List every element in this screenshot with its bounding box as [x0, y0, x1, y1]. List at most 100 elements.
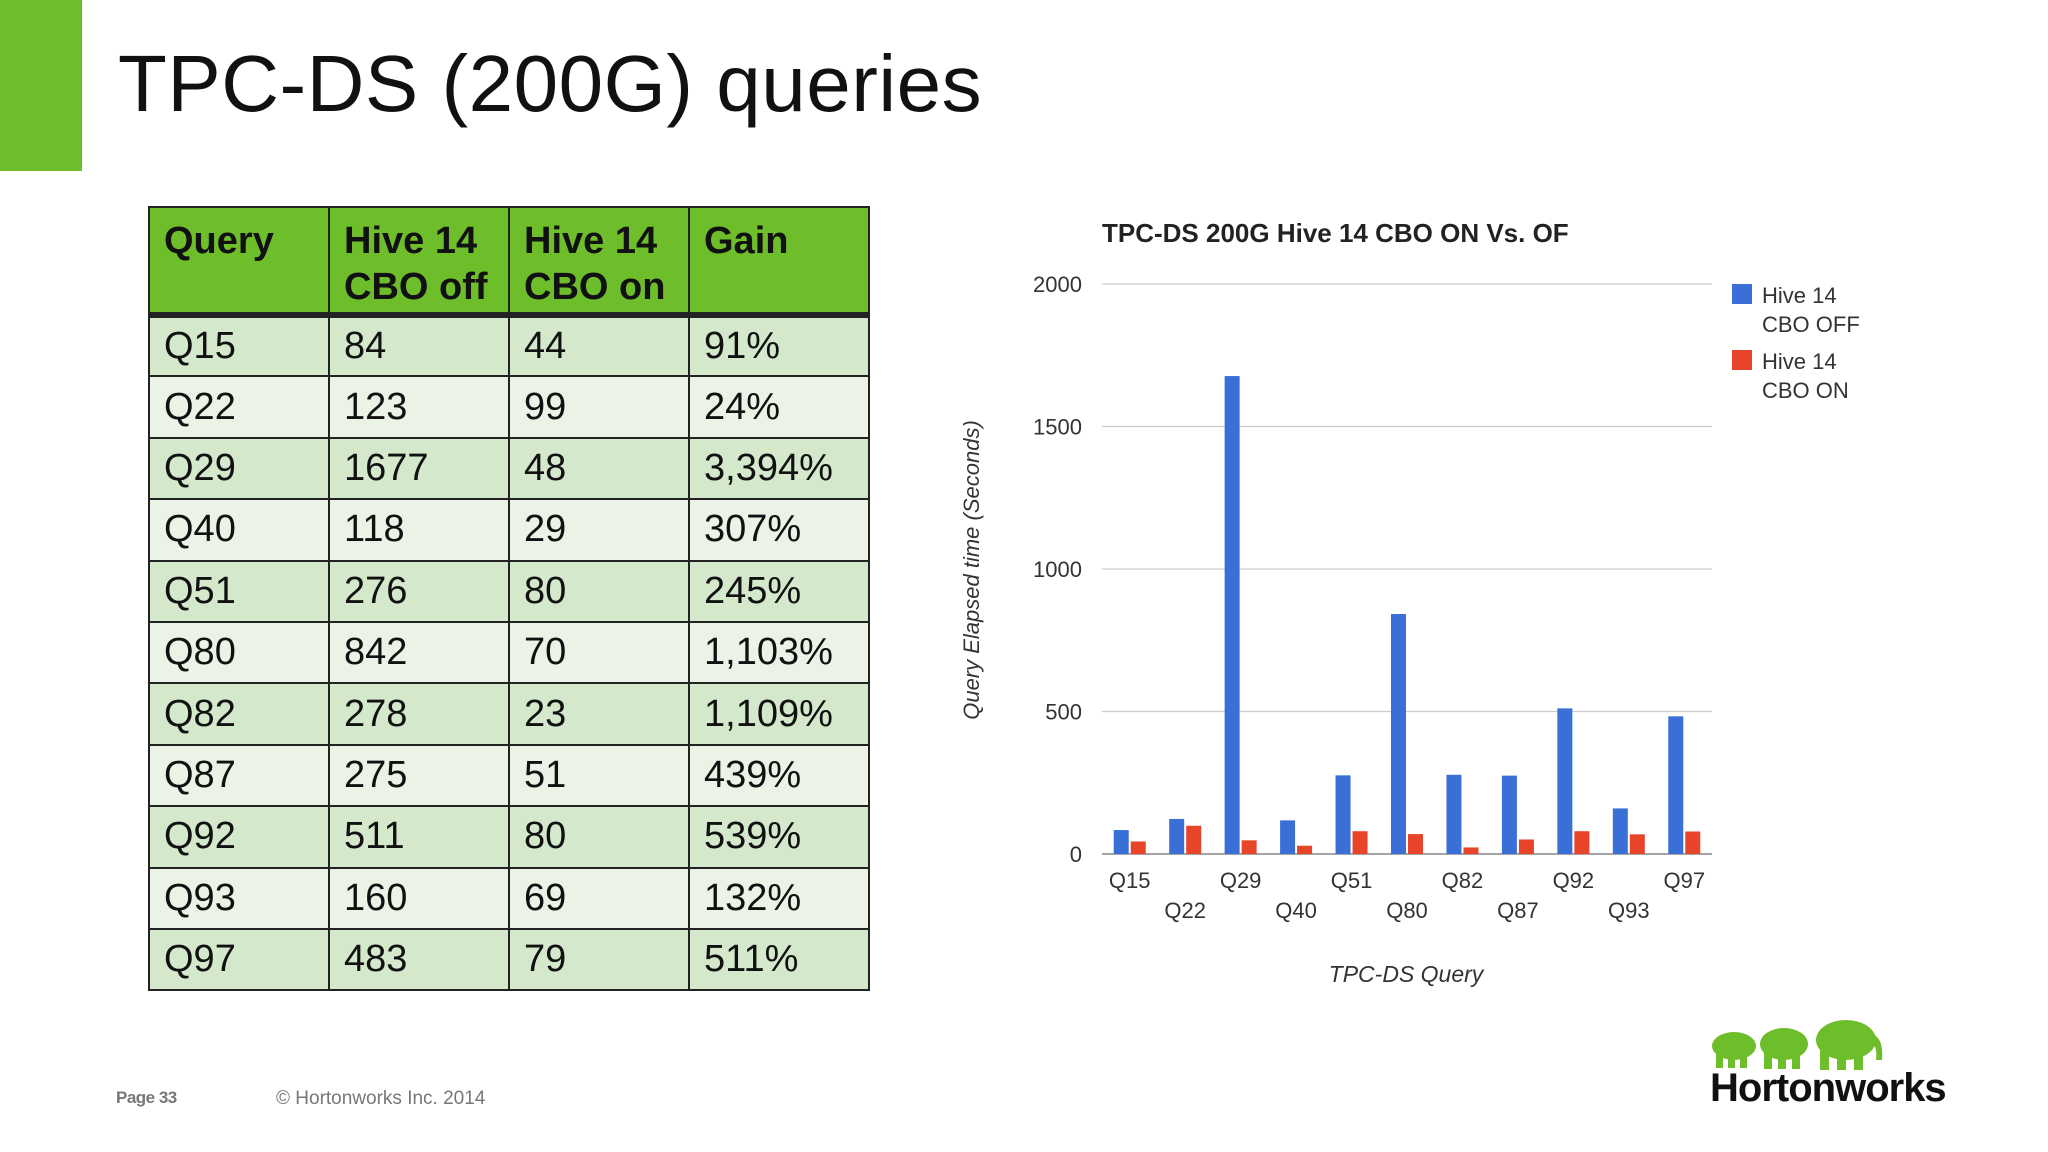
slide-title: TPC-DS (200G) queries: [118, 39, 983, 128]
legend-swatch: [1732, 350, 1752, 370]
bar-cbo-on-q82: [1463, 847, 1479, 854]
bar-cbo-off-q22: [1169, 818, 1185, 854]
table-cell: 80: [508, 805, 690, 869]
table-cell: Q97: [148, 927, 330, 992]
y-tick-label: 2000: [1033, 272, 1082, 297]
legend-label: Hive 14: [1762, 349, 1837, 374]
legend-label: Hive 14: [1762, 283, 1837, 308]
table-cell: 511: [328, 805, 510, 869]
x-tick-label: Q82: [1442, 868, 1484, 893]
table-header-cell: Gain: [688, 206, 870, 318]
table-row: Q82 278 23 1,109%: [148, 682, 870, 746]
bar-cbo-on-q80: [1408, 834, 1423, 854]
table-cell: Q29: [148, 436, 330, 501]
bar-cbo-on-q40: [1297, 845, 1313, 854]
legend-swatch: [1732, 284, 1752, 304]
x-tick-label: Q93: [1608, 898, 1650, 923]
bar-cbo-off-q87: [1501, 775, 1517, 854]
x-tick-label: Q51: [1331, 868, 1373, 893]
table-header-row: Query Hive 14 CBO off Hive 14 CBO on Gain: [148, 206, 870, 318]
table-header-cell: Query: [148, 206, 330, 318]
table-row: Q40 118 29 307%: [148, 498, 870, 562]
bar-cbo-on-q92: [1574, 831, 1590, 854]
x-tick-label: Q87: [1497, 898, 1539, 923]
chart-grid: [1102, 283, 1712, 855]
accent-block: [0, 0, 82, 171]
bar-cbo-off-q82: [1446, 774, 1462, 854]
table-row: Q29 1677 48 3,394%: [148, 436, 870, 501]
data-table: Query Hive 14 CBO off Hive 14 CBO on Gain Q15…: [148, 206, 870, 992]
table-cell: 539%: [688, 805, 870, 869]
table-row: Q51 276 80 245%: [148, 559, 870, 623]
table-cell: Q82: [148, 682, 330, 746]
x-axis-ticks: Q15 Q22 Q29 Q40 Q51 Q80 Q82 Q87 Q92 Q93 Q97: [1109, 868, 1705, 923]
bar-cbo-off-q15: [1113, 830, 1129, 854]
table-cell: 1677: [328, 436, 510, 501]
chart-title: TPC-DS 200G Hive 14 CBO ON Vs. OF: [1102, 218, 1569, 248]
bar-cbo-off-q93: [1612, 808, 1628, 854]
table-cell: Q92: [148, 805, 330, 869]
table-row: Q87 275 51 439%: [148, 743, 870, 808]
copyright-text: © Hortonworks Inc. 2014: [276, 1088, 486, 1109]
chart-legend: Hive 14 CBO OFF Hive 14 CBO ON: [1732, 283, 1860, 403]
table-row: Q92 511 80 539%: [148, 805, 870, 869]
x-tick-label: Q97: [1663, 868, 1705, 893]
y-axis-ticks: 0 500 1000 1500 2000: [1033, 272, 1082, 867]
bar-cbo-on-q97: [1685, 831, 1701, 854]
table-row: Q15 84 44 91%: [148, 313, 870, 378]
table-cell: 3,394%: [688, 436, 870, 501]
x-axis-label: TPC-DS Query: [1329, 961, 1485, 987]
x-tick-label: Q80: [1386, 898, 1428, 923]
table-cell: 1,109%: [688, 682, 870, 746]
x-tick-label: Q40: [1275, 898, 1317, 923]
y-tick-label: 0: [1070, 842, 1082, 867]
x-tick-label: Q92: [1553, 868, 1595, 893]
x-tick-label: Q29: [1220, 868, 1262, 893]
table-cell: 123: [328, 375, 510, 439]
bar-cbo-on-q29: [1241, 840, 1257, 854]
x-tick-label: Q22: [1164, 898, 1206, 923]
table-cell: Q87: [148, 743, 330, 808]
table-row: Q97 483 79 511%: [148, 927, 870, 992]
table-cell: 275: [328, 743, 510, 808]
table-cell: 29: [508, 498, 690, 562]
bar-cbo-off-q29: [1224, 376, 1240, 854]
page-number: Page 33: [116, 1088, 177, 1107]
table-cell: Q51: [148, 559, 330, 623]
table-cell: 307%: [688, 498, 870, 562]
table-cell: 276: [328, 559, 510, 623]
table-cell: Q22: [148, 375, 330, 439]
bar-cbo-off-q40: [1280, 820, 1296, 854]
table-cell: 84: [328, 313, 510, 378]
table-cell: 51: [508, 743, 690, 808]
table-cell: 69: [508, 866, 690, 930]
y-tick-label: 500: [1045, 700, 1082, 725]
x-tick-label: Q15: [1109, 868, 1151, 893]
brand-wordmark: Hortonworks: [1710, 1066, 1947, 1110]
table-cell: 483: [328, 927, 510, 992]
bar-cbo-on-q51: [1352, 831, 1368, 854]
table-header-cell: Hive 14 CBO off: [328, 206, 510, 318]
bar-cbo-off-q97: [1668, 716, 1684, 854]
table-cell: Q15: [148, 313, 330, 378]
table-cell: Q40: [148, 498, 330, 562]
table-cell: 278: [328, 682, 510, 746]
table-cell: 1,103%: [688, 620, 870, 685]
bar-cbo-on-q22: [1186, 825, 1202, 854]
table-cell: 511%: [688, 927, 870, 992]
y-axis-label: Query Elapsed time (Seconds): [959, 420, 984, 720]
chart-bars: [1113, 376, 1701, 854]
table-cell: 842: [328, 620, 510, 685]
table-cell: 439%: [688, 743, 870, 808]
table-cell: Q93: [148, 866, 330, 930]
legend-label: CBO ON: [1762, 378, 1849, 403]
table-cell: 80: [508, 559, 690, 623]
table-cell: 160: [328, 866, 510, 930]
table-cell: 70: [508, 620, 690, 685]
legend-label: CBO OFF: [1762, 312, 1860, 337]
table-cell: 118: [328, 498, 510, 562]
table-body: Q15 84 44 91% Q22 123 99 24% Q29 1677 48 3,394% Q40 1…: [148, 313, 870, 992]
table-cell: 24%: [688, 375, 870, 439]
table-cell: 44: [508, 313, 690, 378]
table-cell: 48: [508, 436, 690, 501]
